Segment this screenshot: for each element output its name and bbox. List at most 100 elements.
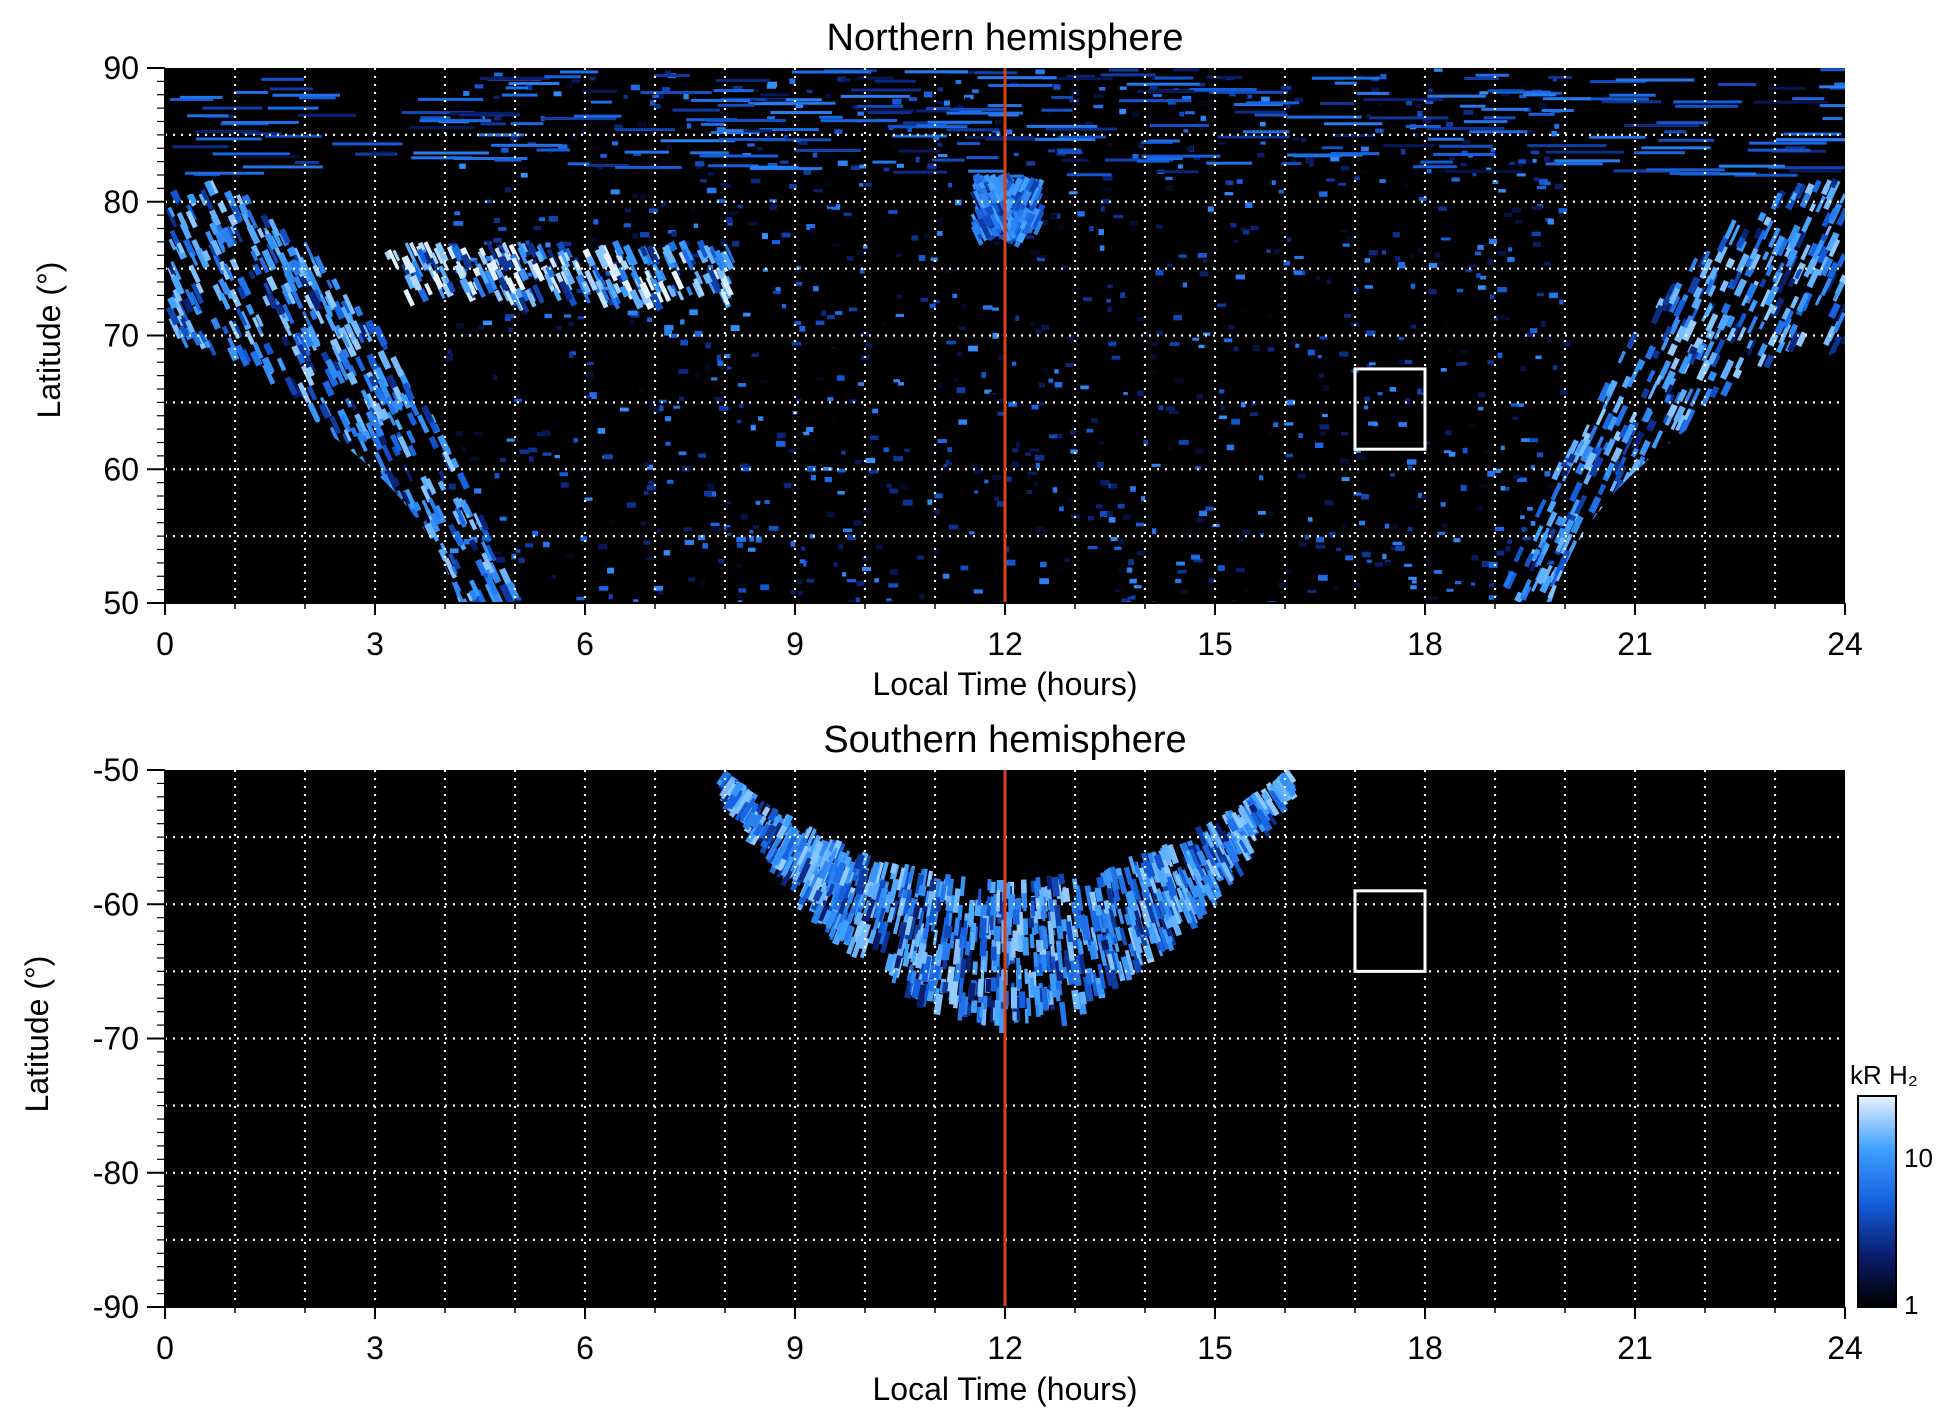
emission-streak xyxy=(1822,179,1833,193)
emission-speckle xyxy=(1468,457,1474,462)
emission-speckle xyxy=(498,226,507,231)
emission-speckle xyxy=(732,86,743,90)
emission-speckle xyxy=(1200,115,1207,122)
emission-streak xyxy=(734,801,750,821)
emission-streak xyxy=(1147,852,1155,864)
emission-speckle xyxy=(1026,490,1033,494)
emission-speckle xyxy=(858,183,864,187)
emission-speckle xyxy=(565,82,573,89)
emission-speckle xyxy=(1061,265,1068,269)
emission-speckle xyxy=(1530,521,1536,526)
emission-streak xyxy=(1560,533,1573,555)
emission-speckle xyxy=(1327,73,1333,78)
emission-streak xyxy=(828,857,840,877)
emission-speckle xyxy=(455,430,463,436)
emission-speckle xyxy=(1258,510,1266,515)
x-tick-label: 18 xyxy=(1407,1330,1443,1366)
emission-speckle xyxy=(630,84,640,91)
emission-streak xyxy=(1610,446,1623,463)
emission-arc xyxy=(966,156,999,160)
emission-streak xyxy=(329,415,342,435)
emission-speckle xyxy=(686,123,692,129)
emission-streak xyxy=(483,631,494,647)
emission-speckle xyxy=(1544,181,1551,186)
emission-speckle xyxy=(1290,341,1298,345)
emission-speckle xyxy=(711,377,718,381)
emission-speckle xyxy=(571,135,577,141)
emission-speckle xyxy=(1049,214,1057,219)
emission-speckle xyxy=(1471,554,1479,561)
emission-streak xyxy=(306,268,319,289)
emission-streak xyxy=(676,290,685,301)
emission-streak xyxy=(1575,439,1585,454)
emission-streak xyxy=(1027,176,1035,186)
emission-speckle xyxy=(968,345,978,352)
emission-streak xyxy=(1744,266,1755,278)
emission-speckle xyxy=(1417,388,1424,395)
emission-speckle xyxy=(794,321,802,325)
emission-streak xyxy=(696,239,710,259)
emission-speckle xyxy=(693,223,699,229)
emission-arc xyxy=(780,98,822,102)
emission-arc xyxy=(184,171,265,175)
emission-speckle xyxy=(1064,557,1070,563)
emission-streak xyxy=(1815,195,1826,213)
emission-speckle xyxy=(798,591,803,596)
emission-streak xyxy=(229,258,240,271)
emission-speckle xyxy=(1505,303,1511,309)
emission-speckle xyxy=(1440,594,1447,600)
emission-streak xyxy=(1714,338,1726,355)
emission-speckle xyxy=(448,243,458,247)
emission-speckle xyxy=(1502,486,1510,491)
emission-speckle xyxy=(886,600,894,603)
emission-speckle xyxy=(1424,100,1434,105)
emission-speckle xyxy=(936,231,943,236)
emission-arc xyxy=(874,79,917,83)
emission-arc xyxy=(449,111,516,115)
emission-streak xyxy=(1520,578,1532,597)
emission-speckle xyxy=(860,491,870,498)
emission-streak xyxy=(1748,299,1758,313)
emission-speckle xyxy=(1151,463,1161,467)
emission-speckle xyxy=(1410,324,1417,329)
emission-arc xyxy=(233,90,269,94)
emission-speckle xyxy=(846,256,854,261)
emission-streak xyxy=(1074,954,1083,975)
emission-speckle xyxy=(1198,510,1208,517)
emission-streak xyxy=(167,206,176,218)
emission-streak xyxy=(416,414,430,434)
emission-speckle xyxy=(1208,577,1215,583)
emission-speckle xyxy=(637,122,647,128)
emission-speckle xyxy=(1231,312,1242,317)
emission-streak xyxy=(1820,257,1834,277)
emission-speckle xyxy=(738,588,747,593)
emission-speckle xyxy=(1173,377,1184,384)
emission-streak xyxy=(506,613,517,632)
emission-streak xyxy=(1278,776,1292,793)
emission-streak xyxy=(1560,464,1571,478)
emission-speckle xyxy=(1516,154,1523,158)
emission-speckle xyxy=(652,94,660,98)
emission-speckle xyxy=(727,220,733,226)
emission-speckle xyxy=(1141,496,1146,501)
emission-speckle xyxy=(1547,218,1554,225)
emission-speckle xyxy=(1089,225,1094,232)
emission-speckle xyxy=(493,217,501,223)
emission-streak xyxy=(485,670,496,689)
emission-speckle xyxy=(1398,577,1406,582)
emission-streak xyxy=(1551,461,1565,481)
emission-streak xyxy=(478,664,487,679)
emission-speckle xyxy=(1478,406,1484,411)
emission-streak xyxy=(1124,949,1136,976)
emission-streak xyxy=(903,888,913,915)
emission-speckle xyxy=(1033,481,1039,488)
emission-streak xyxy=(380,469,391,486)
emission-streak xyxy=(264,232,278,251)
emission-speckle xyxy=(1035,329,1042,334)
emission-streak xyxy=(1660,336,1670,351)
emission-arc xyxy=(946,128,1000,132)
emission-speckle xyxy=(993,496,999,502)
emission-streak xyxy=(1673,405,1686,423)
emission-speckle xyxy=(945,459,953,466)
emission-speckle xyxy=(880,321,888,326)
